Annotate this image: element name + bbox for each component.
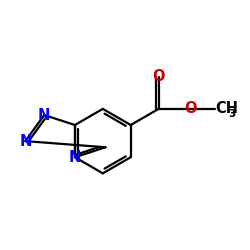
Text: O: O: [152, 69, 165, 84]
Text: 3: 3: [228, 109, 236, 119]
Text: N: N: [19, 134, 32, 148]
Text: CH: CH: [215, 102, 238, 116]
Text: N: N: [69, 150, 81, 165]
Text: N: N: [38, 108, 50, 122]
Text: O: O: [184, 102, 197, 116]
